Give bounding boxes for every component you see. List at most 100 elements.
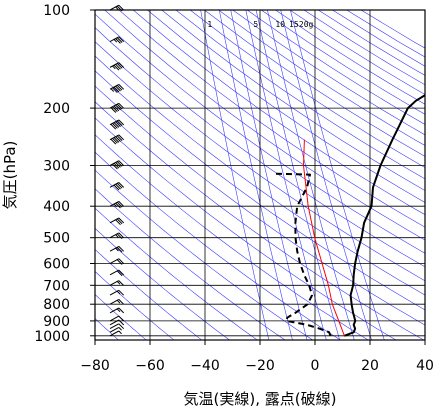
dry-adiabat-line (261, 10, 425, 115)
x-tick-label: −40 (190, 358, 220, 374)
wind-barb-flag (116, 233, 123, 240)
wind-barb-flag (115, 6, 119, 11)
wind-barb-flag (118, 182, 125, 188)
wind-barb-flag (113, 64, 120, 71)
wind-barb (109, 323, 125, 330)
wind-barb (109, 232, 125, 240)
dry-adiabat-line (95, 248, 203, 340)
wind-barb-flag (118, 201, 125, 207)
wind-barb (109, 319, 125, 326)
dry-adiabat-line (175, 10, 425, 180)
x-tick-label: −60 (135, 358, 165, 374)
wind-barb-flag (118, 84, 125, 90)
dry-adiabat-line (346, 10, 425, 58)
wind-barb (109, 330, 122, 337)
dry-adiabat-line (95, 169, 314, 340)
dewpoint-line (272, 172, 332, 337)
wind-barb-flag (113, 203, 118, 208)
mixing-ratio-line (200, 10, 270, 340)
y-tick-label: 500 (43, 231, 70, 247)
wind-barb-flag (115, 234, 119, 238)
wind-barb-flag (115, 219, 121, 226)
dry-adiabat-line (95, 101, 425, 340)
wind-barb-flag (115, 104, 121, 111)
wind-barb-flag (116, 63, 123, 69)
wind-barb-flag (118, 258, 125, 264)
wind-barb (109, 83, 125, 94)
y-tick-label: 100 (43, 3, 70, 19)
wind-barb-flag (113, 105, 120, 112)
dry-adiabat-line (95, 271, 175, 340)
wind-barb-flag (116, 259, 123, 265)
wind-barb-flag (118, 299, 125, 305)
wind-barb (109, 280, 125, 286)
wind-barb-flag (116, 135, 123, 141)
wind-barb-flag (118, 4, 125, 11)
dry-adiabat-line (95, 85, 425, 326)
wind-barb-flag (115, 121, 121, 127)
mixing-ratio-line (230, 10, 308, 340)
wind-barb-flag (115, 63, 121, 70)
wind-barb (109, 102, 125, 113)
dry-adiabat-line (275, 10, 425, 105)
wind-barb-flag (116, 290, 121, 295)
y-tick-label: 400 (43, 199, 70, 215)
mixing-ratio-line (255, 10, 341, 340)
wind-barb-flag (115, 136, 121, 142)
wind-barb-flag (118, 327, 122, 331)
dry-adiabat-lines (95, 10, 425, 340)
wind-barb-flag (118, 232, 125, 239)
wind-barb-flag (118, 217, 125, 224)
wind-barb (109, 36, 125, 44)
wind-barb-flag (112, 65, 116, 70)
wind-barb (109, 62, 125, 71)
wind-barb-flag (113, 122, 120, 128)
mixing-ratio-line (290, 10, 385, 340)
wind-barb-flag (113, 39, 118, 43)
wind-barb-flag (118, 62, 125, 68)
y-tick-label: 200 (43, 101, 70, 117)
dry-adiabat-line (118, 10, 425, 228)
wind-barb-flag (110, 107, 117, 113)
wind-barb-staff (109, 323, 120, 329)
dry-adiabat-line (95, 294, 147, 340)
wind-barb (109, 315, 125, 322)
wind-barb-flag (118, 289, 125, 296)
mixing-ratio-label: 20g (299, 20, 314, 29)
wind-barb-flag (118, 160, 125, 166)
wind-barb-flag (113, 184, 120, 191)
dry-adiabat-line (189, 10, 425, 168)
wind-barbs (109, 4, 125, 337)
dry-adiabat-line (95, 13, 425, 254)
x-tick-label: 40 (416, 358, 434, 374)
wind-barb (109, 217, 125, 226)
x-tick-label: −80 (80, 358, 110, 374)
wind-barb-flag (116, 281, 121, 285)
wind-barb (109, 182, 125, 191)
y-tick-label: 900 (43, 314, 70, 330)
dry-adiabat-line (95, 188, 286, 340)
x-tick-label: −20 (245, 358, 275, 374)
wind-barb-flag (115, 202, 121, 209)
reference-line (303, 139, 345, 336)
dry-adiabat-line (95, 134, 369, 340)
y-tick-label: 800 (43, 297, 70, 313)
wind-barb-staff (109, 326, 120, 333)
wind-barb (109, 200, 125, 209)
pressure-grid (94, 9, 426, 340)
wind-barb-flag (116, 201, 123, 208)
wind-barb (109, 307, 125, 314)
wind-barb-flag (116, 103, 123, 110)
wind-barb-staff (109, 315, 120, 322)
wind-barb-flag (115, 183, 121, 190)
wind-barb-flag (116, 120, 123, 127)
y-axis-title: 気圧(hPa) (1, 141, 19, 210)
wind-barb (109, 134, 125, 145)
wind-barb-flag (112, 163, 118, 170)
wind-barb (109, 258, 125, 265)
mixing-ratio-lines (200, 10, 385, 340)
mixing-ratio-label: 15 (289, 20, 299, 29)
dry-adiabat-line (95, 41, 425, 282)
